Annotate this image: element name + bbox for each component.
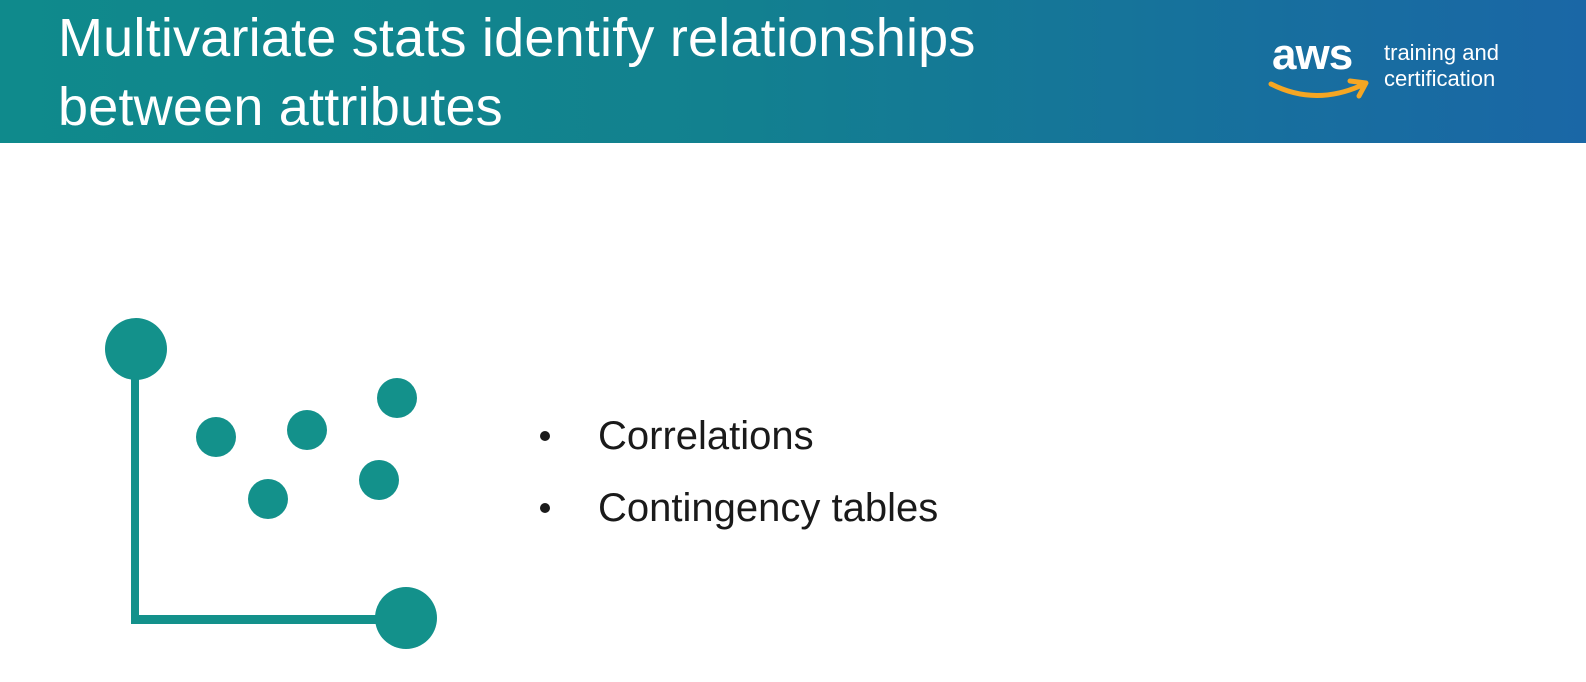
y-axis-endpoint: [105, 318, 167, 380]
y-axis-line: [131, 350, 139, 624]
title-line-2: between attributes: [58, 77, 503, 137]
bullet-text: Correlations: [598, 414, 814, 458]
scatter-plot-icon: [105, 318, 437, 649]
bullet-item: Correlations: [536, 400, 938, 472]
x-axis-endpoint: [375, 587, 437, 649]
aws-smile-icon: [1268, 78, 1369, 99]
bullet-item: Contingency tables: [536, 472, 938, 544]
tagline-line-1: training and: [1384, 40, 1499, 65]
slide-header: Multivariate stats identify relationship…: [0, 0, 1586, 143]
scatter-dot: [248, 479, 288, 519]
scatter-dot: [359, 460, 399, 500]
scatter-dot: [287, 410, 327, 450]
bullet-dot-icon: [540, 431, 550, 441]
bullet-list: Correlations Contingency tables: [536, 400, 938, 544]
logo-tagline: training and certification: [1384, 40, 1534, 92]
bullet-dot-icon: [540, 503, 550, 513]
x-axis-line: [131, 615, 411, 624]
tagline-line-2: certification: [1384, 66, 1496, 91]
aws-training-logo: aws training and certification: [1268, 30, 1528, 108]
scatter-dot: [196, 417, 236, 457]
title-line-1: Multivariate stats identify relationship…: [58, 8, 976, 68]
bullet-text: Contingency tables: [598, 486, 939, 530]
slide-title: Multivariate stats identify relationship…: [58, 4, 1208, 142]
scatter-dot: [377, 378, 417, 418]
aws-wordmark: aws: [1272, 30, 1353, 79]
